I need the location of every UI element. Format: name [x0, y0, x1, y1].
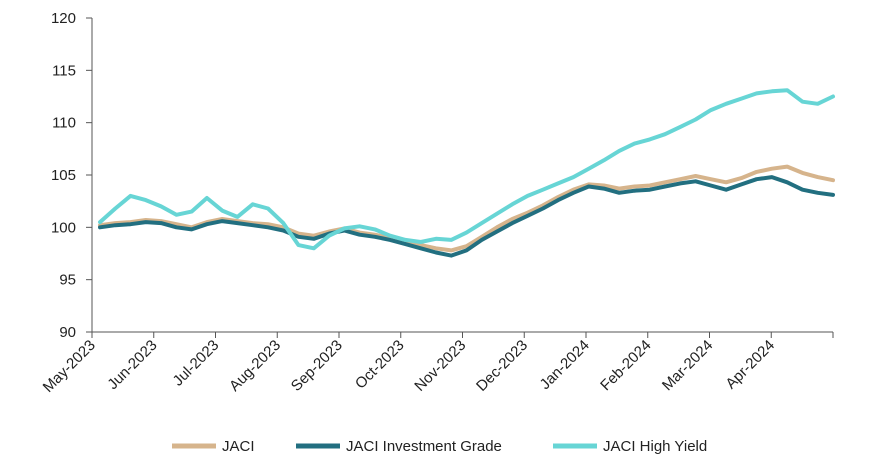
x-tick-label: Apr-2024 — [722, 337, 778, 393]
x-tick-label: Dec-2023 — [473, 337, 531, 395]
y-axis: 90 95 100 105 110 115 120 — [51, 10, 93, 341]
y-tick-label: 100 — [51, 219, 76, 236]
x-tick-label: Jul-2023 — [170, 337, 223, 390]
series-line-2 — [98, 88, 835, 251]
legend-label: JACI — [222, 438, 255, 455]
x-tick-label: Jan-2024 — [537, 337, 593, 393]
x-tick-label: Aug-2023 — [226, 337, 284, 395]
series-line-0 — [98, 164, 835, 253]
x-tick-label: Mar-2024 — [659, 337, 716, 394]
legend-label: JACI Investment Grade — [346, 438, 502, 455]
x-tick-label: Sep-2023 — [288, 337, 346, 395]
series-line-1 — [98, 175, 835, 258]
y-tick-label: 95 — [59, 272, 76, 289]
y-tick-label: 105 — [51, 167, 76, 184]
x-tick-label: May-2023 — [40, 337, 99, 396]
y-tick-label: 120 — [51, 10, 76, 27]
y-tick-label: 90 — [59, 324, 76, 341]
legend-label: JACI High Yield — [603, 438, 707, 455]
x-axis: May-2023 Jun-2023 Jul-2023 Aug-2023 Sep-2023… — [40, 331, 834, 396]
x-tick-label: Oct-2023 — [352, 337, 408, 393]
legend: JACI JACI Investment Grade JACI High Yield — [172, 438, 707, 455]
x-tick-label: Jun-2023 — [104, 337, 160, 393]
x-tick-label: Nov-2023 — [411, 337, 469, 395]
y-tick-label: 115 — [52, 62, 76, 79]
x-tick-label: Feb-2024 — [597, 337, 654, 394]
y-tick-label: 110 — [52, 115, 76, 132]
plot-series — [98, 88, 835, 258]
